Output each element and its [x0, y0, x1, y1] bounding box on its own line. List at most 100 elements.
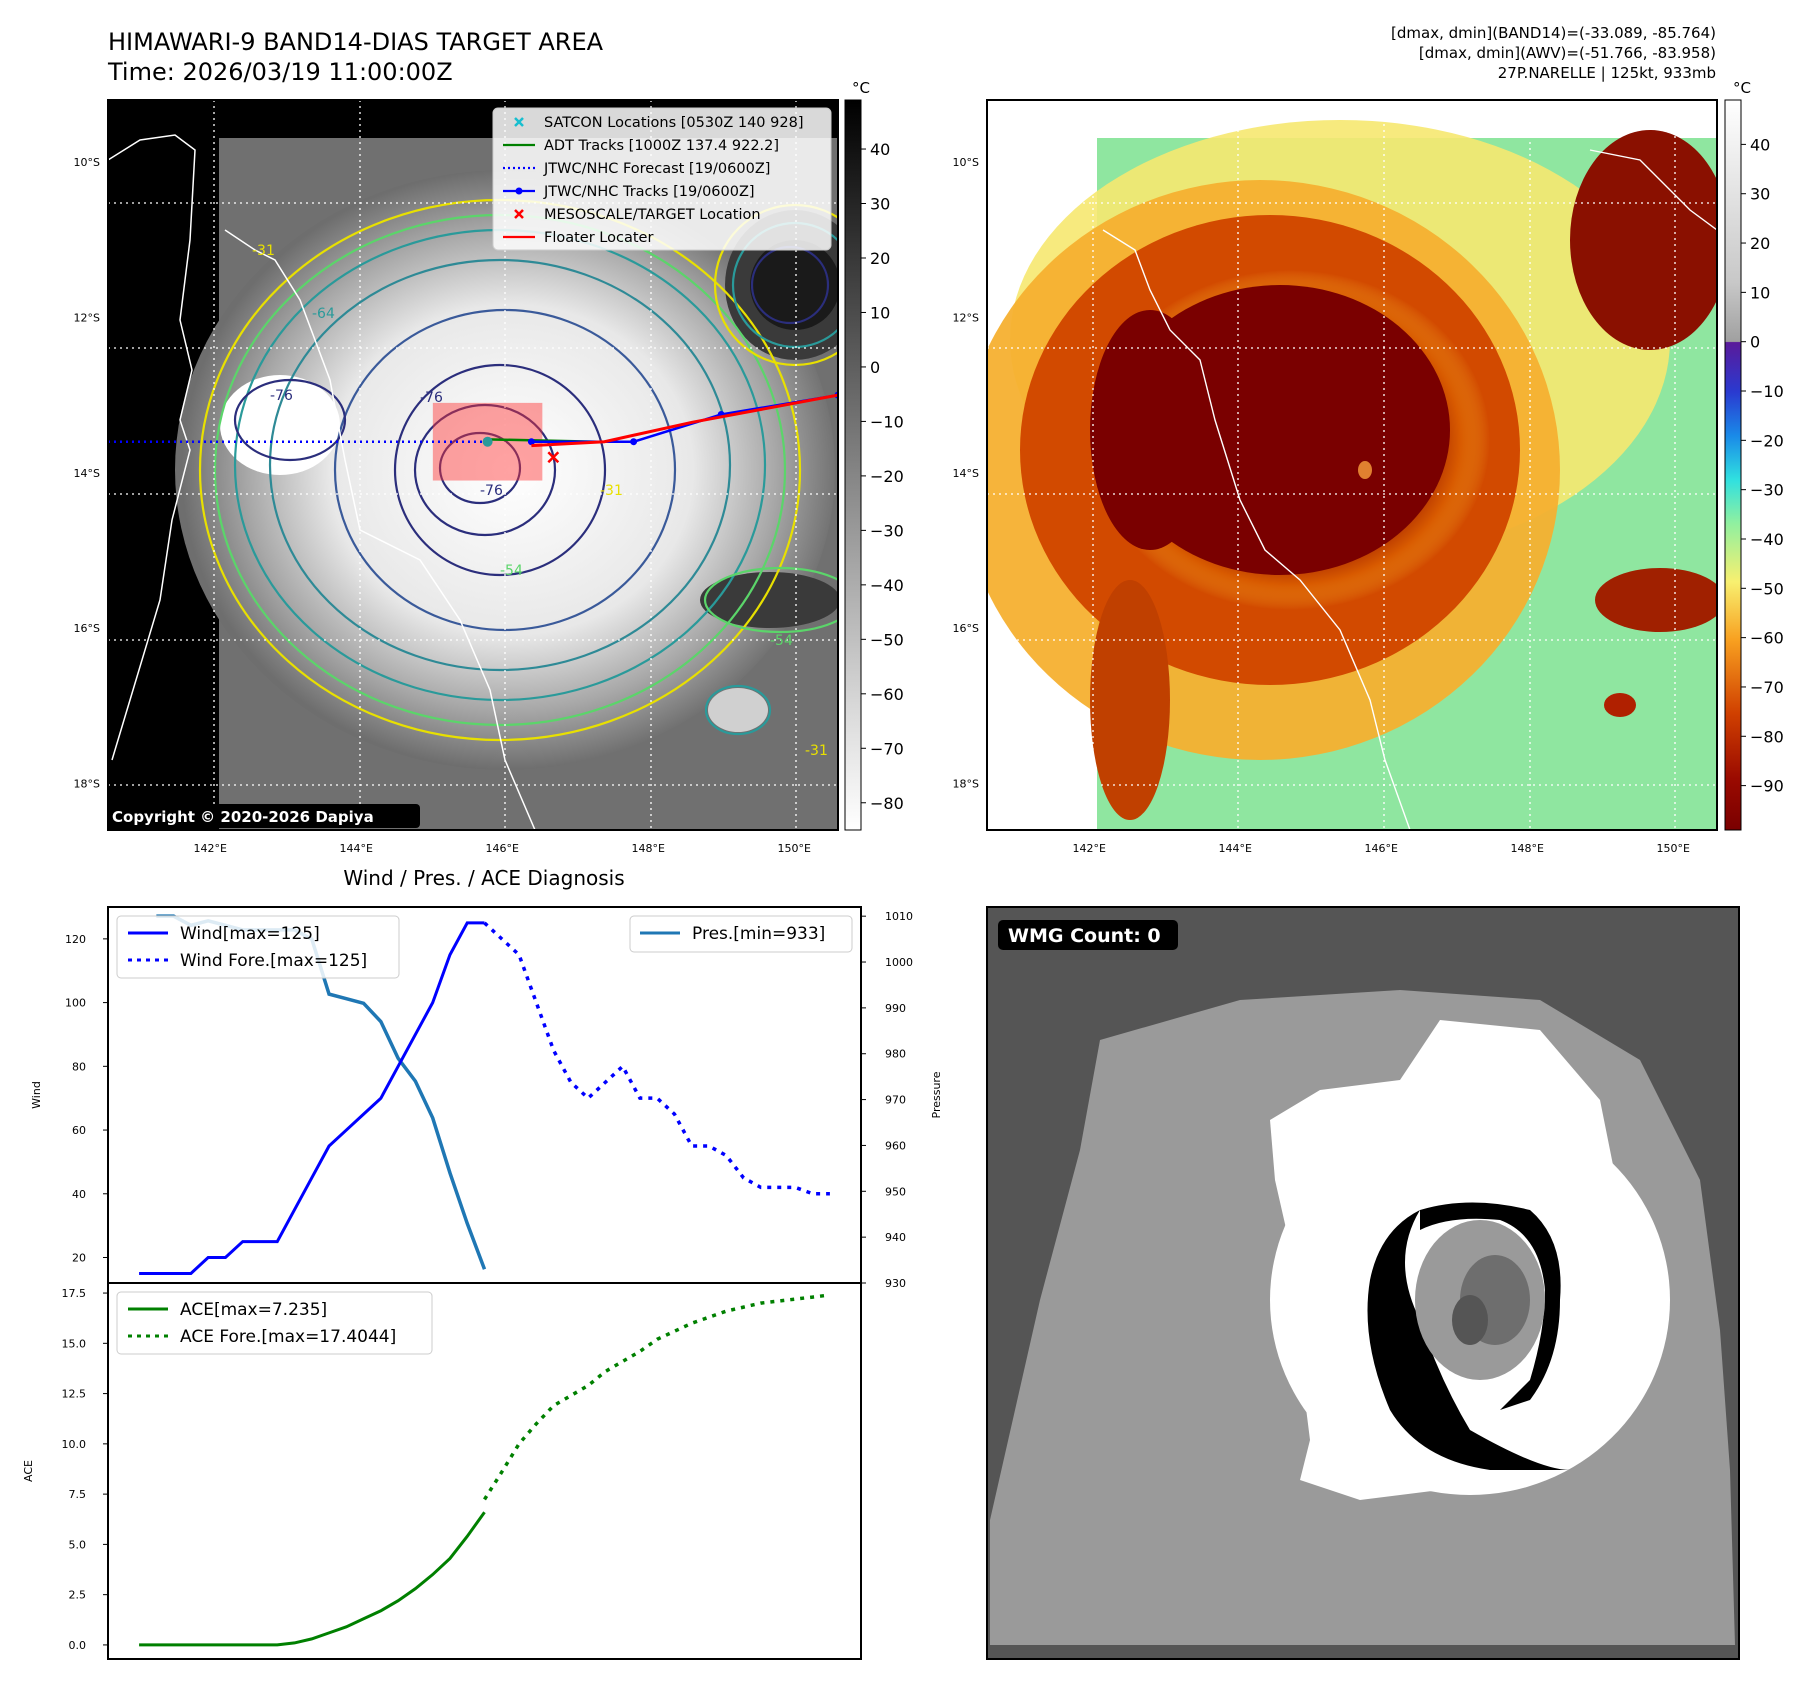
ir-legend-label: JTWC/NHC Tracks [19/0600Z] — [543, 184, 755, 200]
lat-tick-label: 14°S — [953, 467, 979, 480]
wind-ytick-label: 40 — [72, 1188, 86, 1201]
wmg-classification — [990, 990, 1735, 1645]
ace-chart: ACE 0.0 2.5 5.0 7.5 10.0 12.5 15.0 17.5 ACE[max… — [22, 1282, 862, 1660]
contour-label: -31 — [252, 243, 275, 259]
figure-title: HIMAWARI-9 BAND14-DIAS TARGET AREA — [108, 28, 604, 56]
ir-legend-label: Floater Locater — [544, 230, 653, 246]
wmg-count-text: WMG Count: 0 — [1008, 925, 1161, 947]
ace-ylabel: ACE — [22, 1460, 35, 1482]
ace-ytick-label: 5.0 — [69, 1538, 87, 1551]
legend-x-marker — [514, 117, 524, 127]
wind-ytick-label: 60 — [72, 1124, 86, 1137]
storm-summary: 27P.NARELLE | 125kt, 933mb — [1498, 64, 1716, 82]
contour-label: -76 — [270, 388, 293, 404]
ir-legend-label: MESOSCALE/TARGET Location — [544, 207, 761, 223]
colorbar-tick-label: −70 — [1750, 678, 1784, 697]
wind-legend-box — [116, 915, 400, 979]
ir-legend: SATCON Locations [0530Z 140 928] ADT Trac… — [492, 107, 832, 251]
ace-legend-box — [116, 1291, 433, 1355]
colorbar-tick-label: −30 — [870, 521, 904, 540]
colorbar-tick-label: −10 — [870, 412, 904, 431]
colorbar-tick-label: 0 — [1750, 333, 1760, 352]
wind-ytick-label: 120 — [65, 933, 86, 946]
colorbar-tick-label: −60 — [870, 685, 904, 704]
colorbar-tick-label: −50 — [870, 630, 904, 649]
lat-tick-label: 12°S — [953, 311, 979, 324]
wind-ytick-label: 100 — [65, 997, 86, 1010]
ir-coastline — [108, 134, 536, 830]
diagnosis-title: Wind / Pres. / ACE Diagnosis — [343, 866, 624, 890]
colorbar-tick-label: 20 — [1750, 234, 1770, 253]
copyright-text: Copyright © 2020-2026 Dapiya — [112, 808, 374, 826]
ir-map-panel: -31 -64 -76 -54 -76 -31 -76 -54 -31 SATC… — [107, 99, 839, 831]
wind-forecast-legend-label: Wind Fore.[max=125] — [180, 951, 367, 971]
colorbar-tick-label: −20 — [1750, 431, 1784, 450]
colorbar-tick-label: 40 — [1750, 135, 1770, 154]
ir-frame — [107, 99, 839, 831]
ace-ytick-label: 0.0 — [69, 1639, 87, 1652]
lat-tick-label: 18°S — [74, 777, 100, 790]
lat-tick-label: 10°S — [953, 156, 979, 169]
pressure-ytick-label: 1000 — [885, 956, 913, 969]
contour-label: -64 — [312, 306, 335, 322]
pressure-ytick-label: 940 — [885, 1231, 906, 1244]
awv-coastline — [1102, 149, 1717, 830]
colorbar-tick-label: −60 — [1750, 629, 1784, 648]
ir-contour-labels: -31 -64 -76 -54 -76 -31 -76 -54 -31 — [252, 243, 828, 759]
wind-legend: Wind[max=125] Wind Fore.[max=125] Pres.[… — [116, 915, 853, 979]
colorbar-tick-label: 0 — [870, 358, 880, 377]
colorbar-tick-label: −40 — [1750, 530, 1784, 549]
ir-legend-label: SATCON Locations [0530Z 140 928] — [544, 115, 803, 131]
colorbar-tick-label: 10 — [1750, 283, 1770, 302]
lon-tick-label: 146°E — [485, 842, 518, 855]
jtwc-track-point — [527, 438, 535, 446]
wind-ytick-label: 80 — [72, 1060, 86, 1073]
pressure-legend-label: Pres.[min=933] — [692, 924, 825, 944]
pressure-ylabel: Pressure — [930, 1071, 943, 1118]
colorbar-tick-label: −80 — [870, 794, 904, 813]
ir-colorbar: °C 40 30 20 10 0 −10 −20 −30 −40 −50 −60 −70 −80 — [844, 79, 904, 831]
awv-lon-ticks: 142°E 144°E 146°E 148°E 150°E — [1072, 842, 1689, 855]
ir-legend-label: JTWC/NHC Forecast [19/0600Z] — [543, 161, 770, 177]
lon-tick-label: 150°E — [777, 842, 810, 855]
awv-colorbar-unit: °C — [1733, 79, 1751, 97]
contour-label: -31 — [600, 483, 623, 499]
ir-legend-label: ADT Tracks [1000Z 137.4 922.2] — [544, 138, 779, 154]
awv-moisture-field — [987, 120, 1717, 820]
ir-lon-ticks: 142°E 144°E 146°E 148°E 150°E — [193, 842, 810, 855]
awv-gridlines — [987, 100, 1717, 830]
wind-legend-label: Wind[max=125] — [180, 924, 320, 944]
lon-tick-label: 148°E — [1510, 842, 1543, 855]
lat-tick-label: 12°S — [74, 311, 100, 324]
colorbar-tick-label: 20 — [870, 249, 890, 268]
colorbar-tick-label: −20 — [870, 467, 904, 486]
awv-lat-ticks: 10°S 12°S 14°S 16°S 18°S — [953, 156, 979, 790]
colorbar-tick-label: −90 — [1750, 777, 1784, 796]
colorbar-tick-label: −10 — [1750, 382, 1784, 401]
legend-x-marker — [514, 209, 524, 219]
floater-locator-line — [531, 393, 838, 448]
lon-tick-label: 144°E — [339, 842, 372, 855]
colorbar-tick-label: −30 — [1750, 481, 1784, 500]
pressure-ytick-label: 960 — [885, 1139, 906, 1152]
lat-tick-label: 16°S — [953, 622, 979, 635]
pressure-ytick-label: 1010 — [885, 910, 913, 923]
ace-ytick-label: 15.0 — [62, 1337, 87, 1350]
awv-colorbar: °C 40 30 20 10 0 −10 −20 −30 −40 −50 −60 −70 −80 −90 — [1724, 79, 1784, 831]
lon-tick-label: 144°E — [1218, 842, 1251, 855]
target-location-marker — [547, 451, 560, 464]
ace-ytick-label: 10.0 — [62, 1438, 87, 1451]
copyright-badge — [108, 804, 420, 828]
contour-label: -31 — [805, 743, 828, 759]
pressure-ytick-label: 950 — [885, 1185, 906, 1198]
colorbar-tick-label: 30 — [1750, 185, 1770, 204]
awv-frame — [986, 99, 1718, 831]
ace-legend: ACE[max=7.235] ACE Fore.[max=17.4044] — [116, 1291, 433, 1355]
lon-tick-label: 142°E — [193, 842, 226, 855]
wind-pressure-chart: Wind Pressure 20 40 60 80 100 120 930 940 950 960… — [30, 906, 943, 1290]
colorbar-tick-label: 10 — [870, 303, 890, 322]
ir-colorbar-unit: °C — [852, 79, 870, 97]
ir-colorbar-bar — [844, 99, 862, 831]
pressure-ytick-label: 970 — [885, 1094, 906, 1107]
storm-center-marker — [482, 436, 493, 447]
